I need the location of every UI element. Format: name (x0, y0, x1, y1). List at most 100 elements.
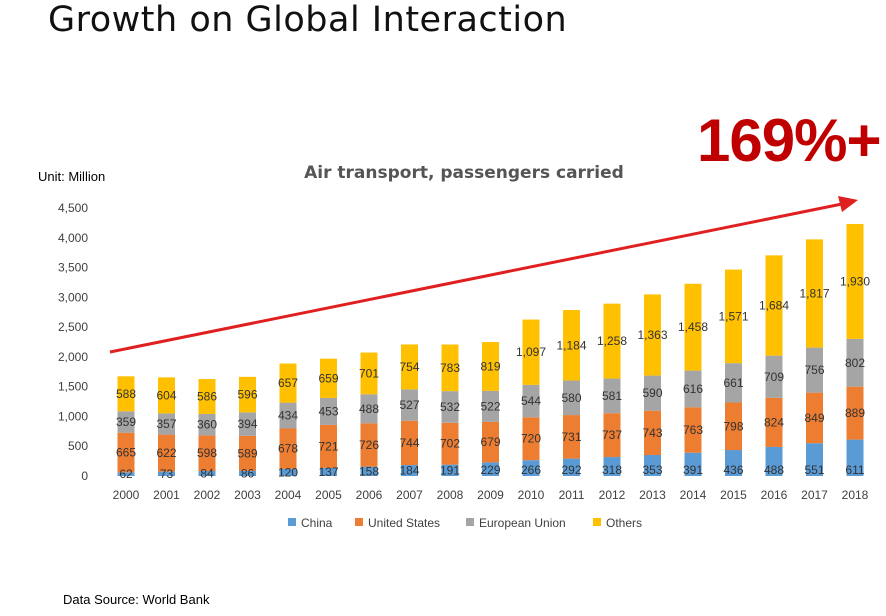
growth-percentage: 169%+ (697, 107, 881, 174)
x-tick-label: 2009 (477, 488, 504, 502)
bar-segment (725, 402, 742, 451)
data-label: 120 (278, 465, 298, 479)
bar-segment (765, 355, 783, 398)
bar-segment (441, 422, 459, 465)
bar-segment (279, 363, 297, 403)
data-label: 720 (521, 432, 541, 446)
y-tick-label: 4,500 (58, 201, 88, 215)
data-labels: 62 665 359 588 73 622 357 604 84 598 360 586 86 589 39… (116, 274, 870, 481)
x-tick-label: 2015 (720, 488, 747, 502)
bar-segment (117, 472, 135, 476)
y-tick-label: 500 (68, 439, 88, 453)
data-label: 453 (318, 404, 338, 418)
x-tick-label: 2012 (599, 488, 626, 502)
bar-segment (360, 466, 378, 476)
bar-segment (482, 390, 499, 422)
data-label: 581 (602, 389, 622, 403)
y-axis: 0 500 1,000 1,500 2,000 2,500 3,000 3,500 4,000 4… (58, 201, 88, 483)
bar-segment (158, 471, 175, 476)
data-label: 819 (480, 359, 500, 373)
data-label: 657 (278, 376, 298, 390)
data-label: 1,458 (678, 320, 708, 334)
data-label: 1,258 (597, 334, 627, 348)
data-label: 1,363 (637, 328, 667, 342)
x-tick-label: 2010 (518, 488, 545, 502)
bar-segment (603, 303, 621, 379)
bar-segment (239, 412, 256, 436)
data-label: 889 (845, 406, 865, 420)
data-label: 701 (359, 366, 379, 380)
bar-segment (806, 443, 823, 476)
bar-segment (765, 255, 783, 356)
data-label: 611 (845, 463, 864, 477)
data-label: 394 (237, 417, 257, 431)
y-tick-label: 1,000 (58, 409, 88, 423)
x-axis: 2000 2001 2002 2003 2004 2005 2006 2007 2008 2009… (113, 488, 869, 502)
bar-segment (644, 454, 661, 476)
bar-segment (644, 410, 661, 455)
bar-segment (563, 415, 580, 459)
y-tick-label: 1,500 (58, 380, 88, 394)
data-label: 158 (359, 464, 379, 478)
bar-segment (320, 424, 337, 468)
bar-segment (158, 377, 175, 414)
data-label: 137 (318, 465, 338, 479)
data-label: 357 (156, 417, 176, 431)
bar-segment (806, 347, 823, 393)
data-label: 731 (561, 430, 581, 444)
legend-label: China (301, 516, 333, 530)
bar-segment (522, 319, 540, 385)
bar-segment (279, 428, 297, 469)
bar-segment (846, 439, 864, 476)
bar-segment (401, 389, 418, 421)
chart-title: Air transport, passengers carried (304, 163, 624, 183)
data-label: 434 (278, 409, 298, 423)
data-label: 802 (845, 356, 865, 370)
bar-segment (846, 338, 864, 387)
bar-segment (239, 376, 256, 413)
bar-segment (522, 417, 540, 461)
bar-segment (644, 375, 661, 411)
data-label: 292 (561, 463, 581, 477)
x-tick-label: 2011 (559, 488, 585, 502)
bar-segment (360, 352, 378, 395)
data-label: 84 (200, 466, 214, 480)
bar-segment (320, 358, 337, 398)
y-tick-label: 2,500 (58, 320, 88, 334)
data-label: 544 (521, 394, 541, 408)
bar-segment (563, 380, 580, 416)
data-label: 743 (642, 426, 662, 440)
data-label: 580 (561, 391, 581, 405)
bar-segment (725, 269, 742, 364)
data-label: 527 (399, 398, 419, 412)
data-label: 1,817 (799, 286, 829, 300)
bar-segment (684, 407, 702, 453)
bar-segment (563, 310, 580, 381)
data-label: 661 (723, 376, 743, 390)
data-label: 359 (116, 415, 136, 429)
data-label: 391 (683, 463, 703, 477)
bar-segment (239, 435, 256, 471)
data-label: 744 (399, 436, 419, 450)
bar-segment (765, 397, 783, 447)
bar-segment (441, 464, 459, 476)
x-tick-label: 2005 (315, 488, 342, 502)
bar-segment (198, 379, 216, 414)
data-label: 709 (764, 370, 784, 384)
bar-segment (482, 342, 499, 391)
bar-segment (441, 344, 459, 392)
x-tick-label: 2014 (680, 488, 707, 502)
bar-segment (320, 467, 337, 476)
data-label: 184 (399, 464, 419, 478)
data-label: 665 (116, 446, 136, 460)
x-tick-label: 2008 (437, 488, 464, 502)
bar-segment (320, 397, 337, 425)
bar-segment (522, 460, 540, 476)
data-label: 588 (116, 387, 136, 401)
bar-segment (117, 376, 135, 412)
y-tick-label: 2,000 (58, 350, 88, 364)
x-tick-label: 2016 (761, 488, 788, 502)
bar-segment (279, 468, 297, 476)
x-tick-label: 2001 (153, 488, 180, 502)
data-label: 266 (521, 463, 541, 477)
